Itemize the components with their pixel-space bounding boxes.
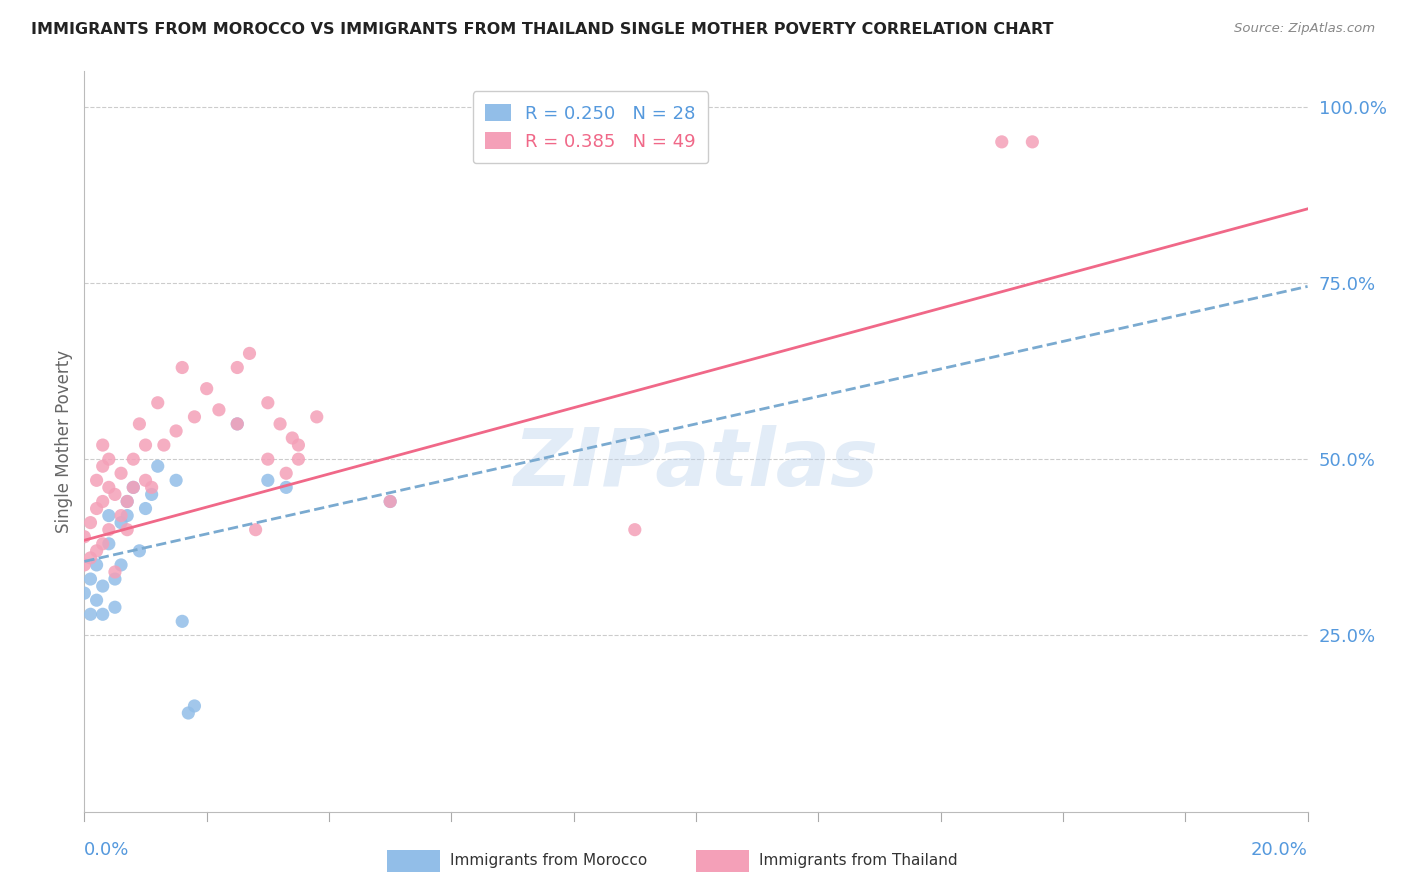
Point	[276, 480, 298, 494]
Text: Immigrants from Morocco: Immigrants from Morocco	[450, 854, 647, 868]
Point	[153, 438, 176, 452]
Point	[104, 572, 127, 586]
Point	[79, 516, 101, 530]
Point	[146, 459, 169, 474]
Text: 0.0%: 0.0%	[84, 841, 129, 859]
Point	[86, 593, 108, 607]
Point	[183, 698, 205, 713]
Point	[122, 480, 145, 494]
Point	[97, 537, 120, 551]
Point	[73, 586, 96, 600]
Point	[104, 600, 127, 615]
Point	[269, 417, 291, 431]
Point	[195, 382, 218, 396]
Point	[165, 424, 187, 438]
Point	[257, 473, 280, 487]
Point	[287, 438, 309, 452]
Point	[226, 417, 249, 431]
Point	[97, 523, 120, 537]
Point	[104, 487, 127, 501]
Point	[624, 523, 647, 537]
Point	[79, 607, 101, 622]
Point	[141, 480, 163, 494]
Point	[86, 473, 108, 487]
Point	[115, 494, 138, 508]
Point	[305, 409, 328, 424]
Point	[128, 544, 150, 558]
Point	[110, 467, 132, 481]
Point	[86, 544, 108, 558]
Point	[110, 558, 132, 572]
Y-axis label: Single Mother Poverty: Single Mother Poverty	[55, 350, 73, 533]
Point	[226, 360, 249, 375]
Point	[110, 508, 132, 523]
Point	[104, 565, 127, 579]
Point	[86, 558, 108, 572]
Point	[91, 607, 114, 622]
Point	[91, 459, 114, 474]
Point	[128, 417, 150, 431]
Point	[110, 516, 132, 530]
Point	[281, 431, 304, 445]
Point	[79, 572, 101, 586]
Point	[245, 523, 267, 537]
Point	[97, 480, 120, 494]
Point	[122, 480, 145, 494]
Point	[380, 494, 402, 508]
Point	[135, 438, 157, 452]
Point	[257, 452, 280, 467]
Point	[122, 452, 145, 467]
Point	[165, 473, 187, 487]
Point	[91, 579, 114, 593]
Point	[257, 396, 280, 410]
Point	[226, 417, 249, 431]
Text: 20.0%: 20.0%	[1251, 841, 1308, 859]
Point	[183, 409, 205, 424]
Point	[115, 523, 138, 537]
Point	[91, 438, 114, 452]
Point	[91, 537, 114, 551]
Point	[97, 452, 120, 467]
Point	[91, 494, 114, 508]
Point	[86, 501, 108, 516]
Point	[97, 508, 120, 523]
Text: IMMIGRANTS FROM MOROCCO VS IMMIGRANTS FROM THAILAND SINGLE MOTHER POVERTY CORREL: IMMIGRANTS FROM MOROCCO VS IMMIGRANTS FR…	[31, 22, 1053, 37]
Point	[73, 558, 96, 572]
Point	[141, 487, 163, 501]
Point	[208, 402, 231, 417]
Point	[146, 396, 169, 410]
Point	[115, 508, 138, 523]
Point	[79, 550, 101, 565]
Text: Source: ZipAtlas.com: Source: ZipAtlas.com	[1234, 22, 1375, 36]
Point	[135, 473, 157, 487]
Legend: R = 0.250   N = 28, R = 0.385   N = 49: R = 0.250 N = 28, R = 0.385 N = 49	[472, 92, 709, 163]
Point	[135, 501, 157, 516]
Point	[172, 360, 194, 375]
Point	[172, 615, 194, 629]
Text: ZIPatlas: ZIPatlas	[513, 425, 879, 503]
Point	[115, 494, 138, 508]
Point	[177, 706, 200, 720]
Point	[1021, 135, 1043, 149]
Point	[276, 467, 298, 481]
Point	[73, 530, 96, 544]
Point	[380, 494, 402, 508]
Text: Immigrants from Thailand: Immigrants from Thailand	[759, 854, 957, 868]
Point	[991, 135, 1014, 149]
Point	[287, 452, 309, 467]
Point	[238, 346, 260, 360]
